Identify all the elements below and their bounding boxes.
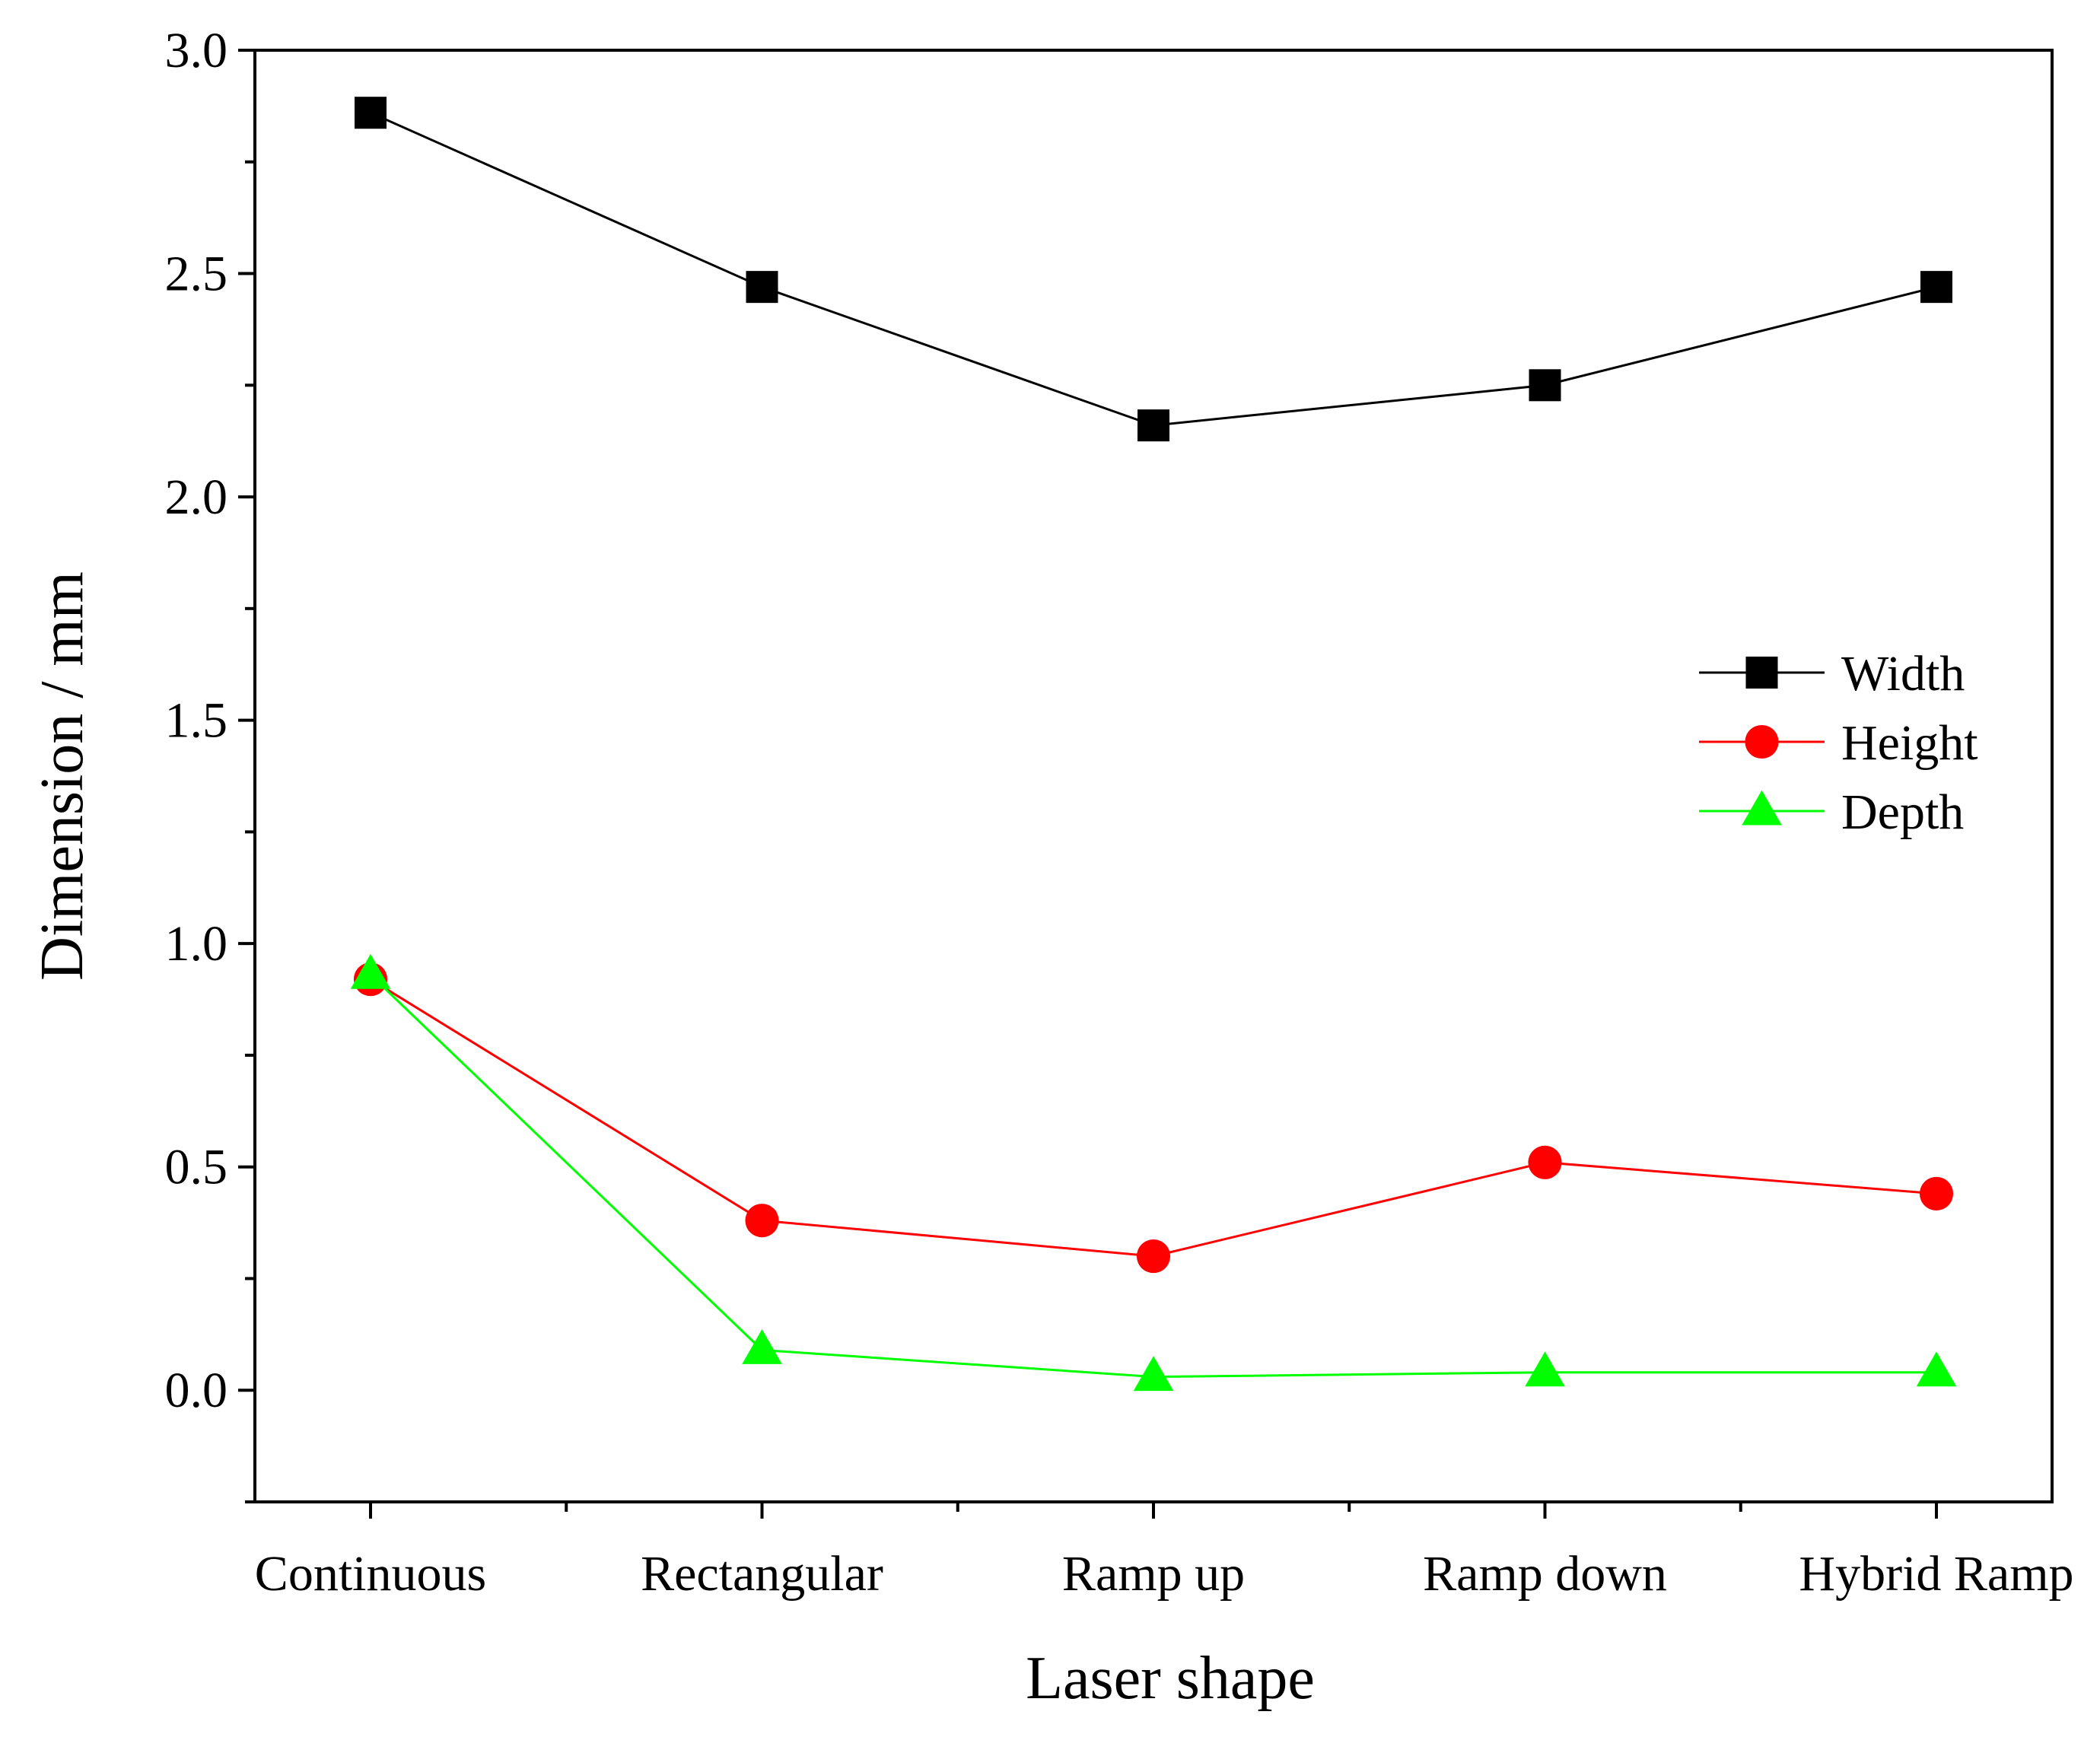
- legend-label-height: Height: [1841, 715, 1978, 771]
- data-point-width-rectangular: [746, 271, 778, 304]
- y-axis: 0.0 0.5 1.0 1.5 2.0 2.5 3.0: [165, 23, 255, 1503]
- y-axis-title: Dimension / mm: [29, 571, 96, 981]
- y-tick-label: 1.0: [165, 916, 228, 972]
- x-tick-label-ramp-down: Ramp down: [1423, 1546, 1667, 1602]
- x-tick-label-hybrid-ramp: Hybrid Ramp: [1799, 1546, 2073, 1602]
- data-point-depth-continuous: [350, 953, 391, 989]
- data-point-width-ramp-up: [1138, 409, 1169, 442]
- data-point-depth-ramp-up: [1133, 1356, 1174, 1392]
- legend-marker-depth: [1742, 790, 1782, 826]
- data-point-height-rectangular: [745, 1204, 779, 1238]
- legend-marker-width: [1745, 657, 1778, 689]
- legend-label-width: Width: [1841, 646, 1965, 701]
- data-point-depth-hybrid-ramp: [1916, 1351, 1957, 1387]
- y-tick-label: 2.0: [165, 469, 228, 525]
- x-tick-label-rectangular: Rectangular: [641, 1546, 883, 1602]
- data-point-height-hybrid-ramp: [1919, 1176, 1954, 1210]
- data-point-height-ramp-down: [1528, 1145, 1562, 1179]
- data-point-width-continuous: [355, 97, 387, 129]
- legend: Width Height Depth: [1699, 646, 1978, 840]
- x-tick-label-continuous: Continuous: [255, 1546, 486, 1602]
- data-series: [350, 97, 1957, 1392]
- y-tick-label: 0.0: [165, 1363, 228, 1418]
- data-point-width-ramp-down: [1529, 369, 1561, 402]
- legend-label-depth: Depth: [1841, 784, 1964, 840]
- data-point-height-ramp-up: [1136, 1239, 1171, 1274]
- y-tick-label: 3.0: [165, 23, 228, 78]
- legend-marker-height: [1745, 724, 1779, 759]
- y-tick-label: 0.5: [165, 1140, 228, 1195]
- data-point-depth-rectangular: [742, 1329, 782, 1364]
- y-tick-label: 1.5: [165, 693, 228, 749]
- x-tick-label-ramp-up: Ramp up: [1062, 1546, 1245, 1602]
- data-point-width-hybrid-ramp: [1920, 271, 1952, 304]
- y-tick-label: 2.5: [165, 247, 228, 302]
- x-axis: Continuous Rectangular Ramp up Ramp down Hyb…: [255, 1502, 2074, 1602]
- data-point-depth-ramp-down: [1525, 1351, 1565, 1387]
- x-axis-title: Laser shape: [1026, 1645, 1315, 1712]
